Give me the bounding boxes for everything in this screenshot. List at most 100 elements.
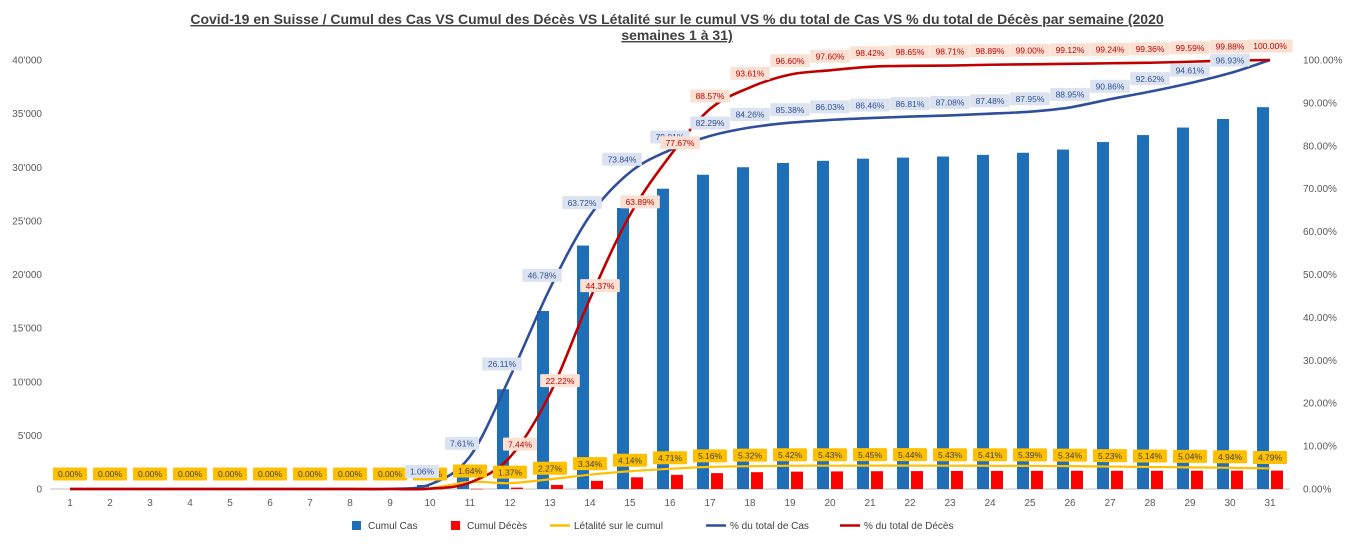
label-pct-total-cas: 63.72% [568, 198, 597, 208]
label-pct-total-deces: 96.60% [776, 56, 805, 66]
label-letalite: 4.14% [618, 455, 643, 465]
label-pct-total-deces: 99.88% [1216, 42, 1245, 52]
label-pct-total-deces-box [1247, 39, 1293, 53]
label-letalite-box [1053, 448, 1087, 462]
x-axis-tick-label: 12 [504, 498, 516, 509]
label-letalite: 5.34% [1058, 450, 1083, 460]
bar-cumul-cas [937, 156, 949, 489]
label-pct-total-deces-box [730, 66, 770, 80]
label-pct-total-cas-box [850, 98, 890, 112]
label-pct-total-cas: 73.84% [608, 154, 637, 164]
label-letalite-box [173, 467, 207, 481]
x-axis-tick-label: 3 [147, 498, 153, 509]
label-pct-total-deces: 98.42% [856, 48, 885, 58]
x-axis-tick-label: 17 [704, 498, 716, 509]
x-axis-tick-label: 11 [465, 498, 476, 509]
label-pct-total-cas: 85.38% [776, 105, 805, 115]
line-pct-total-deces [70, 58, 1271, 491]
label-pct-total-deces: 88.57% [696, 91, 725, 101]
right-axis: 0.00% 10.00% 20.00% 30.00% 40.00% 50.00% 60.00… [1303, 56, 1343, 496]
label-pct-total-cas-box [890, 97, 930, 111]
bar-cumul-cas [857, 158, 869, 490]
bar-cumul-deces [1231, 470, 1243, 489]
bar-cumul-cas [537, 310, 549, 489]
label-letalite: 3.34% [578, 459, 603, 469]
bar-cumul-deces [791, 471, 803, 489]
left-axis-tick-label: 0 [36, 485, 42, 496]
label-pct-total-cas: 92.62% [1136, 74, 1165, 84]
label-pct-total-cas: 86.46% [856, 100, 885, 110]
legend-cumul-deces-label: Cumul Décès [467, 521, 527, 532]
x-axis-tick-label: 29 [1184, 498, 1196, 509]
bar-cumul-deces [551, 484, 563, 489]
bar-cumul-deces [671, 474, 683, 489]
label-letalite: 5.23% [1098, 451, 1123, 461]
label-letalite: 5.32% [738, 450, 763, 460]
legend: Cumul Cas Cumul Décès Létalité sur le cumu… [352, 521, 954, 532]
label-letalite: 5.16% [698, 451, 723, 461]
x-axis-tick-label: 9 [387, 498, 393, 509]
x-axis-tick-label: 7 [307, 498, 313, 509]
bar-cumul-cas [617, 208, 629, 489]
label-letalite: 1.37% [498, 467, 523, 477]
bar-cumul-deces [831, 471, 843, 489]
bar-cumul-deces [911, 471, 923, 489]
right-axis-tick-label: 80.00% [1303, 141, 1337, 152]
right-axis-tick-label: 100.00% [1303, 56, 1343, 67]
label-letalite: 1.64% [458, 466, 483, 476]
bar-cumul-cas [697, 174, 709, 489]
x-axis-tick-label: 8 [347, 498, 353, 509]
x-axis-tick-label: 4 [187, 498, 193, 509]
bar-cumul-cas [817, 160, 829, 489]
label-letalite-box [373, 467, 407, 481]
label-letalite: 5.14% [1138, 451, 1163, 461]
label-pct-total-cas-box [690, 116, 730, 130]
label-pct-total-cas-box [602, 152, 642, 166]
label-letalite-box [1013, 448, 1047, 462]
bar-cumul-cas [1257, 107, 1269, 489]
label-letalite: 0.00% [338, 469, 363, 479]
label-pct-total-cas-box [1090, 79, 1130, 93]
bars [377, 107, 1283, 490]
bar-cumul-deces [711, 473, 723, 489]
label-pct-total-deces: 98.65% [896, 47, 925, 57]
left-axis: 0 5'000 10'000 15'000 20'000 25'000 30'000 35'0… [12, 56, 42, 496]
label-pct-total-deces: 100.00% [1253, 41, 1287, 51]
bar-cumul-deces [631, 477, 643, 489]
label-pct-total-deces-box [660, 136, 700, 150]
label-letalite: 5.44% [898, 450, 923, 460]
label-letalite: 0.00% [138, 469, 163, 479]
label-letalite-box [333, 467, 367, 481]
label-pct-total-deces: 99.59% [1176, 43, 1205, 53]
bar-cumul-cas [1097, 142, 1109, 489]
bar-cumul-deces [751, 472, 763, 489]
label-letalite-box [893, 448, 927, 462]
label-letalite: 4.94% [1218, 452, 1243, 462]
label-pct-total-cas-box [445, 436, 479, 450]
bar-cumul-deces [1271, 470, 1283, 489]
label-pct-total-cas: 1.06% [410, 467, 435, 477]
label-pct-total-cas: 87.95% [1016, 94, 1045, 104]
label-letalite-box [933, 448, 967, 462]
label-pct-total-deces-box [890, 45, 930, 59]
label-pct-total-deces: 97.60% [816, 51, 845, 61]
label-pct-total-cas-box [810, 100, 850, 114]
label-pct-total-deces-box [1210, 40, 1250, 54]
left-axis-tick-label: 10'000 [12, 377, 42, 388]
label-letalite: 0.00% [98, 469, 123, 479]
bar-cumul-cas [777, 162, 789, 489]
bar-cumul-cas [737, 167, 749, 489]
x-axis-tick-label: 2 [107, 498, 113, 509]
label-letalite-box [1173, 449, 1207, 463]
bar-cumul-deces [511, 487, 523, 489]
bar-cumul-deces [1031, 470, 1043, 489]
bar-cumul-cas [657, 188, 669, 489]
right-axis-tick-label: 10.00% [1303, 442, 1337, 453]
label-pct-total-deces-box [503, 437, 537, 451]
label-pct-total-deces: 98.71% [936, 47, 965, 57]
label-pct-total-deces-box [930, 45, 970, 59]
left-axis-tick-label: 40'000 [12, 56, 42, 67]
label-pct-total-deces: 93.61% [736, 69, 765, 79]
right-axis-tick-label: 0.00% [1303, 485, 1331, 496]
